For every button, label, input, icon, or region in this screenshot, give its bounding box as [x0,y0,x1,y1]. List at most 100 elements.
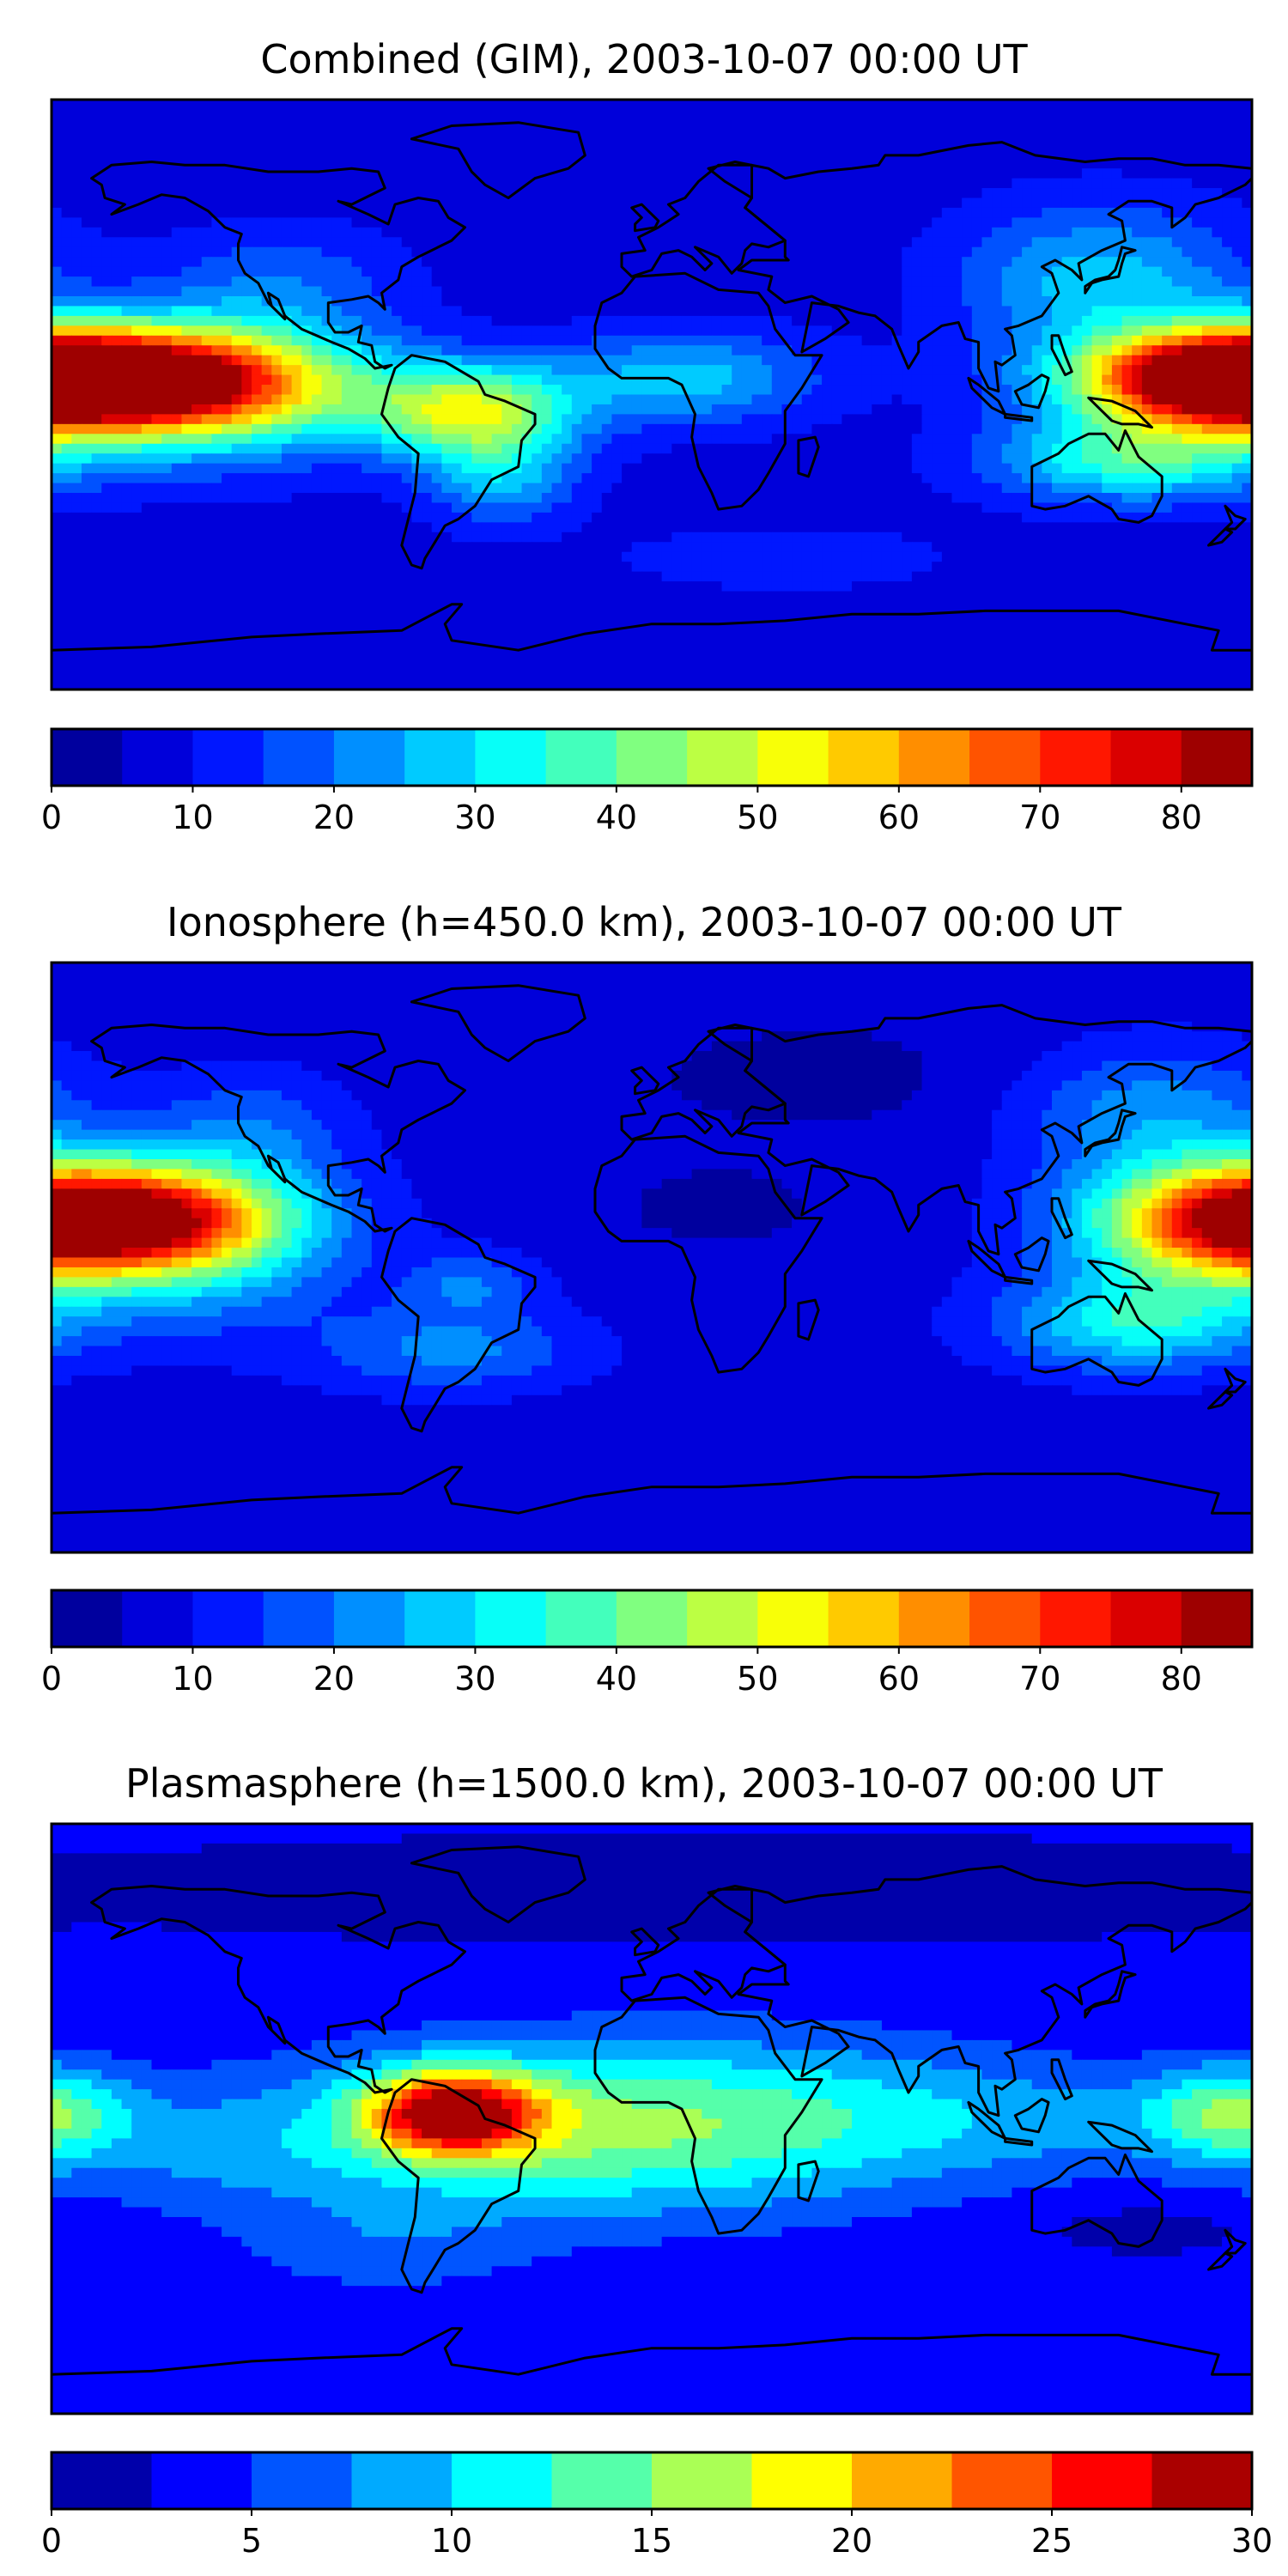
combined-gim-field-cell [1231,394,1242,405]
combined-gim-field-cell [161,149,173,160]
combined-gim-field-cell [1031,335,1042,346]
combined-gim-field-cell [822,325,833,337]
combined-gim-field-cell [1102,197,1113,209]
combined-gim-field-cell [951,306,963,317]
combined-gim-title: Combined (GIM), 2003-10-07 00:00 UT [260,36,1028,82]
combined-gim-field-cell [601,502,612,513]
combined-gim-field-cell [281,325,293,337]
combined-gim-field-cell [371,118,383,130]
combined-gim-field-cell [881,394,893,405]
combined-gim-field-cell [1141,335,1153,346]
combined-gim-field-cell [1001,483,1012,494]
combined-gim-field-cell [1171,197,1183,209]
combined-gim-field-cell [711,197,723,209]
combined-gim-field-cell [1031,266,1042,277]
combined-gim-field-cell [622,257,633,268]
combined-gim-field-cell [872,138,883,149]
combined-gim-field-cell [971,404,983,415]
combined-gim-field-cell [141,207,153,218]
combined-gim-field-cell [532,237,543,248]
combined-gim-field-cell [921,374,933,386]
combined-gim-field-cell [571,237,583,248]
combined-gim-field-cell [1231,434,1242,445]
combined-gim-field-cell [261,227,272,238]
combined-gim-field-cell [101,473,112,484]
combined-gim-field-cell [801,158,812,169]
combined-gim-field-cell [551,443,562,454]
combined-gim-field-cell [1102,217,1113,228]
combined-gim-field-cell [491,178,502,189]
combined-gim-field-cell [941,374,953,386]
combined-gim-field-cell [1031,493,1042,504]
combined-gim-field-cell [932,434,943,445]
combined-gim-field-cell [411,296,422,307]
combined-gim-field-cell [1151,335,1163,346]
combined-gim-field-cell [762,207,773,218]
combined-gim-field-cell [1151,453,1163,465]
combined-gim-field-cell [1141,188,1153,199]
combined-gim-field-cell [852,463,863,474]
combined-gim-field-cell [101,453,112,465]
combined-gim-field-cell [381,315,392,326]
combined-gim-field-cell [111,149,123,160]
combined-gim-field-cell [321,178,332,189]
combined-gim-field-cell [852,149,863,160]
combined-gim-field-cell [951,158,963,169]
combined-gim-field-cell [452,453,463,465]
combined-gim-field-cell [981,227,993,238]
combined-gim-field-cell [481,109,493,120]
combined-gim-field-cell [91,118,102,130]
combined-gim-field-cell [461,286,472,297]
combined-gim-field-cell [1162,286,1173,297]
combined-gim-field-cell [1081,178,1093,189]
combined-gim-field-cell [252,237,263,248]
combined-gim-field-cell [571,365,583,376]
combined-gim-field-cell [61,237,72,248]
combined-gim-field-cell [911,394,923,405]
combined-gim-field-cell [792,149,803,160]
combined-gim-field-cell [101,394,112,405]
combined-gim-field-cell [1031,118,1042,130]
combined-gim-field-cell [762,374,773,386]
combined-gim-field-cell [911,207,923,218]
combined-gim-field-cell [771,149,783,160]
combined-gim-field-cell [891,463,902,474]
combined-gim-field-cell [191,188,203,199]
combined-gim-field-cell [441,246,453,258]
combined-gim-field-cell [411,404,422,415]
combined-gim-field-cell [211,355,222,366]
combined-gim-field-cell [902,109,913,120]
combined-gim-field-cell [191,138,203,149]
combined-gim-field-cell [261,149,272,160]
combined-gim-field-cell [532,355,543,366]
combined-gim-field-cell [392,394,403,405]
combined-gim-field-cell [1162,325,1173,337]
combined-gim-field-cell [652,306,663,317]
combined-gim-field-cell [671,286,683,297]
combined-gim-field-cell [471,188,483,199]
combined-gim-field-cell [521,493,532,504]
combined-gim-field-cell [792,463,803,474]
combined-gim-field-cell [61,296,72,307]
combined-gim-field-cell [61,463,72,474]
combined-gim-field-cell [1141,168,1153,179]
combined-gim-field-cell [191,168,203,179]
combined-gim-field-cell [932,129,943,140]
combined-gim-field-cell [622,296,633,307]
combined-gim-field-cell [161,374,173,386]
combined-gim-field-cell [291,109,302,120]
combined-gim-field-cell [191,483,203,494]
combined-gim-field-cell [381,325,392,337]
combined-gim-field-cell [341,434,353,445]
combined-gim-field-cell [422,276,433,288]
combined-gim-field-cell [691,315,702,326]
combined-gim-field-cell [521,325,532,337]
combined-gim-field-cell [222,237,233,248]
combined-gim-field-cell [161,217,173,228]
combined-gim-field-cell [71,374,82,386]
combined-gim-field-cell [771,502,783,513]
combined-gim-field-cell [1001,158,1012,169]
combined-gim-field-cell [52,365,63,376]
combined-gim-field-cell [1212,306,1223,317]
